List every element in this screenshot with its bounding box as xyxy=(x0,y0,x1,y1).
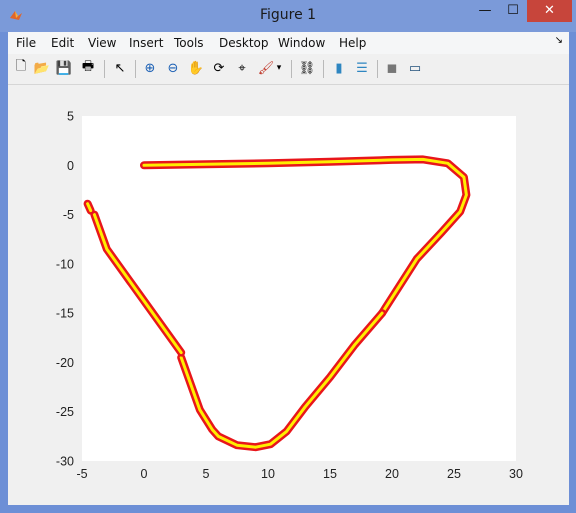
menu-tools[interactable]: Tools xyxy=(174,36,204,50)
save-icon[interactable]: 💾 xyxy=(55,60,73,76)
matlab-logo-icon xyxy=(10,11,22,20)
brush-icon[interactable]: 🖌 xyxy=(257,60,275,76)
menu-bar: File Edit View Insert Tools Desktop Wind… xyxy=(8,32,569,54)
toolbar-separator xyxy=(291,60,292,78)
toolbar-separator xyxy=(104,60,105,78)
insert-colorbar-icon[interactable]: ▮ xyxy=(335,60,343,76)
dock-arrow-icon[interactable]: ↘ xyxy=(554,35,563,46)
insert-legend-icon[interactable]: ☰ xyxy=(356,60,368,76)
minimize-button[interactable]: — xyxy=(478,3,492,18)
link-plot-icon[interactable]: ⛓ xyxy=(298,60,316,76)
window-title: Figure 1 xyxy=(259,7,317,23)
menu-file[interactable]: File xyxy=(16,36,37,50)
toolbar-separator xyxy=(135,60,136,78)
zoom-out-icon[interactable]: ⊖ xyxy=(167,60,179,76)
menu-view[interactable]: View xyxy=(88,36,117,50)
edit-plot-arrow-icon[interactable]: ↖ xyxy=(114,60,126,76)
pan-hand-icon[interactable]: ✋ xyxy=(187,60,205,76)
new-figure-icon[interactable]: 🗋 xyxy=(15,59,27,74)
hide-plot-tools-icon[interactable]: ◼ xyxy=(386,60,398,76)
print-icon[interactable]: 🖶 xyxy=(81,59,95,74)
zoom-in-icon[interactable]: ⊕ xyxy=(144,60,156,76)
menu-help[interactable]: Help xyxy=(339,36,367,50)
brush-dropdown-icon[interactable]: ▾ xyxy=(276,63,282,73)
menu-insert[interactable]: Insert xyxy=(129,36,164,50)
toolbar-separator xyxy=(377,60,378,78)
figure-canvas-area xyxy=(8,85,569,505)
toolbar-separator xyxy=(323,60,324,78)
menu-window[interactable]: Window xyxy=(278,36,326,50)
data-cursor-icon[interactable]: ⌖ xyxy=(238,60,246,76)
title-bar[interactable]: Figure 1 — ☐ ✕ xyxy=(0,0,576,32)
show-plot-tools-icon[interactable]: ▭ xyxy=(408,60,422,76)
rotate-3d-icon[interactable]: ⟳ xyxy=(213,60,225,76)
open-file-icon[interactable]: 📂 xyxy=(33,60,51,76)
maximize-button[interactable]: ☐ xyxy=(507,3,519,18)
figure-toolbar: 🗋 📂 💾 🖶 ↖ ⊕ ⊖ ✋ ⟳ ⌖ 🖌 ▾ ⛓ ▮ ☰ ◼ ▭ xyxy=(8,54,569,85)
menu-desktop[interactable]: Desktop xyxy=(219,36,269,50)
menu-edit[interactable]: Edit xyxy=(51,36,75,50)
close-button[interactable]: ✕ xyxy=(527,0,572,22)
